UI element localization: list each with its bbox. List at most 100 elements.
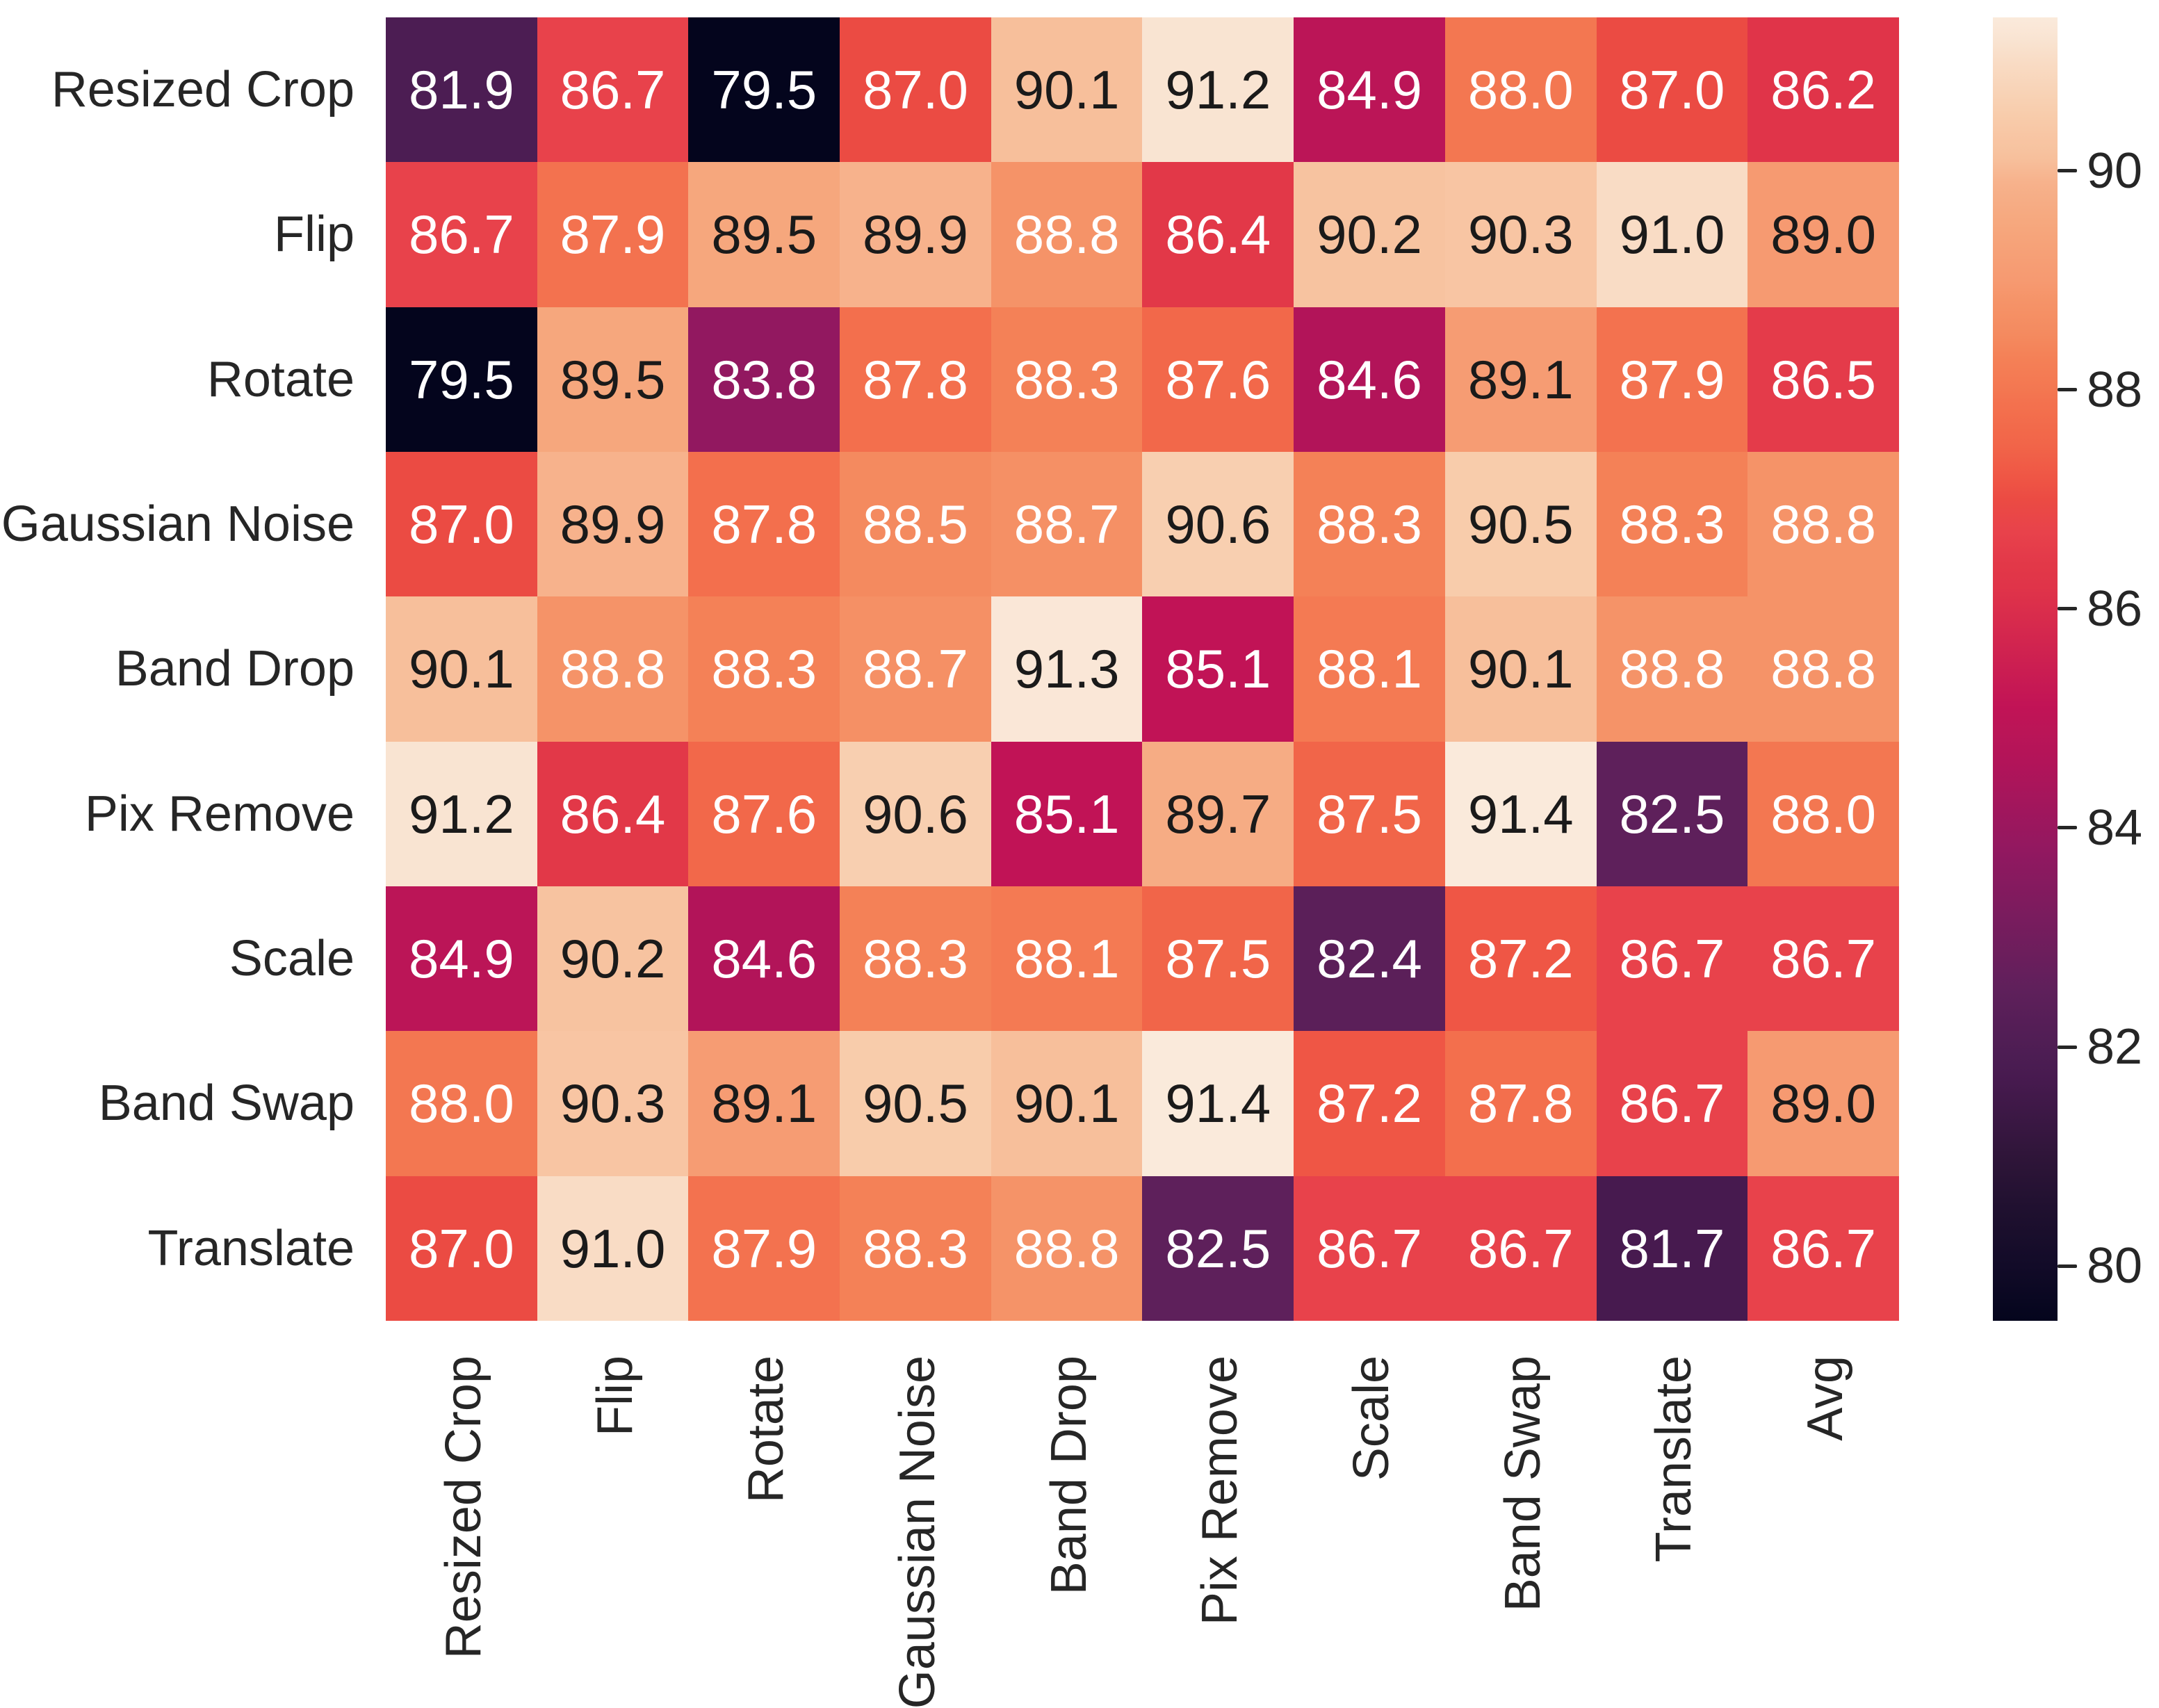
cell-value: 87.2: [1317, 1073, 1422, 1134]
cell-value: 88.0: [1467, 59, 1574, 121]
cell-value: 86.4: [560, 783, 666, 845]
cell-value: 87.2: [1467, 928, 1574, 990]
heatmap-cell: 85.1: [991, 741, 1143, 886]
colorbar-tick-mark: [2058, 1264, 2077, 1268]
cell-value: 87.6: [711, 783, 817, 845]
cell-value: 89.0: [1770, 1073, 1877, 1134]
heatmap-cell: 90.5: [1444, 451, 1597, 597]
cell-value: 87.8: [1467, 1073, 1574, 1134]
heatmap-cell: 88.3: [840, 1176, 991, 1321]
heatmap-cell: 90.2: [1294, 162, 1445, 307]
cell-value: 84.9: [408, 928, 514, 990]
colorbar-tick-label: 84: [2087, 799, 2143, 856]
cell-value: 86.7: [408, 204, 514, 266]
heatmap-cell: 88.3: [1294, 451, 1445, 597]
y-tick-label: Translate: [147, 1220, 355, 1276]
cell-value: 85.1: [1165, 638, 1271, 700]
heatmap-cell: 89.1: [1444, 307, 1597, 452]
y-axis-tick-labels: Resized Crop Flip Rotate Gaussian Noise Band…: [0, 17, 355, 1321]
cell-value: 88.5: [863, 494, 968, 555]
heatmap-cell: 88.1: [991, 886, 1143, 1032]
cell-value: 87.5: [1317, 783, 1422, 845]
cell-value: 90.6: [863, 783, 968, 845]
heatmap-cell: 86.4: [1142, 162, 1294, 307]
colorbar-tick-mark: [2058, 388, 2077, 392]
heatmap-cell: 85.1: [1142, 596, 1294, 742]
heatmap-cell: 82.5: [1142, 1176, 1294, 1321]
cell-value: 90.6: [1165, 494, 1271, 555]
cell-value: 86.7: [1619, 1073, 1725, 1134]
colorbar-tick-mark: [2058, 169, 2077, 173]
heatmap-grid: 81.9 86.7 79.5 87.0 90.1 91.2 84.9 88.0 87.0 86.2…: [386, 17, 1899, 1321]
heatmap-cell: 87.0: [1596, 17, 1748, 163]
heatmap-cell: 88.3: [688, 596, 840, 742]
cell-value: 88.3: [711, 638, 817, 700]
cell-value: 86.7: [1317, 1217, 1422, 1279]
cell-value: 89.9: [863, 204, 968, 266]
heatmap-cell: 84.9: [1294, 17, 1445, 163]
x-tick-label: Scale: [1344, 1356, 1400, 1481]
heatmap-cell: 87.8: [840, 307, 991, 452]
x-tick-label: Rotate: [738, 1356, 795, 1504]
heatmap-cell: 86.7: [1444, 1176, 1597, 1321]
heatmap-cell: 90.1: [386, 596, 537, 742]
colorbar-tick-mark: [2058, 1045, 2077, 1049]
heatmap-cell: 87.5: [1294, 741, 1445, 886]
heatmap-cell: 88.7: [840, 596, 991, 742]
cell-value: 86.2: [1770, 59, 1877, 121]
cell-value: 88.7: [1013, 494, 1120, 555]
cell-value: 87.8: [863, 348, 968, 410]
cell-value: 84.6: [711, 928, 817, 990]
heatmap-cell: 81.7: [1596, 1176, 1748, 1321]
heatmap-cell: 91.0: [537, 1176, 689, 1321]
colorbar: [1993, 17, 2058, 1321]
cell-value: 86.7: [1770, 928, 1877, 990]
heatmap-cell: 90.6: [840, 741, 991, 886]
heatmap-cell: 89.5: [537, 307, 689, 452]
cell-value: 86.4: [1165, 204, 1271, 266]
heatmap-cell: 90.6: [1142, 451, 1294, 597]
colorbar-tick-label: 80: [2087, 1238, 2143, 1294]
heatmap-cell: 90.3: [537, 1031, 689, 1176]
heatmap-cell: 90.1: [991, 17, 1143, 163]
colorbar-tick-mark: [2058, 607, 2077, 611]
heatmap-cell: 91.0: [1596, 162, 1748, 307]
heatmap-cell: 87.8: [688, 451, 840, 597]
cell-value: 91.3: [1013, 638, 1120, 700]
heatmap-cell: 79.5: [386, 307, 537, 452]
heatmap-cell: 87.2: [1444, 886, 1597, 1032]
cell-value: 86.7: [560, 59, 666, 121]
heatmap-cell: 89.7: [1142, 741, 1294, 886]
x-tick-label: Pix Remove: [1192, 1356, 1248, 1626]
heatmap-cell: 87.6: [688, 741, 840, 886]
heatmap-cell: 81.9: [386, 17, 537, 163]
cell-value: 90.2: [1317, 204, 1422, 266]
x-tick-label: Band Swap: [1494, 1356, 1551, 1612]
heatmap-cell: 86.7: [1596, 1031, 1748, 1176]
cell-value: 83.8: [711, 348, 817, 410]
heatmap-cell: 82.5: [1596, 741, 1748, 886]
cell-value: 90.5: [1467, 494, 1574, 555]
cell-value: 87.0: [863, 59, 968, 121]
heatmap-cell: 88.8: [1747, 451, 1899, 597]
heatmap-cell: 89.9: [537, 451, 689, 597]
heatmap-cell: 82.4: [1294, 886, 1445, 1032]
heatmap-cell: 89.0: [1747, 162, 1899, 307]
heatmap-cell: 91.4: [1444, 741, 1597, 886]
cell-value: 89.0: [1770, 204, 1877, 266]
heatmap-cell: 91.2: [1142, 17, 1294, 163]
cell-value: 91.2: [1165, 59, 1271, 121]
cell-value: 91.4: [1165, 1073, 1271, 1134]
colorbar-tick-label: 90: [2087, 143, 2143, 199]
heatmap-cell: 83.8: [688, 307, 840, 452]
colorbar-tick-label: 86: [2087, 580, 2143, 637]
cell-value: 91.2: [408, 783, 514, 845]
x-tick-label: Band Drop: [1041, 1356, 1097, 1595]
heatmap-cell: 90.2: [537, 886, 689, 1032]
cell-value: 90.5: [863, 1073, 968, 1134]
heatmap-cell: 86.7: [537, 17, 689, 163]
cell-value: 86.7: [1467, 1217, 1574, 1279]
colorbar-tick-label: 88: [2087, 361, 2143, 418]
cell-value: 89.7: [1165, 783, 1271, 845]
heatmap-cell: 87.5: [1142, 886, 1294, 1032]
